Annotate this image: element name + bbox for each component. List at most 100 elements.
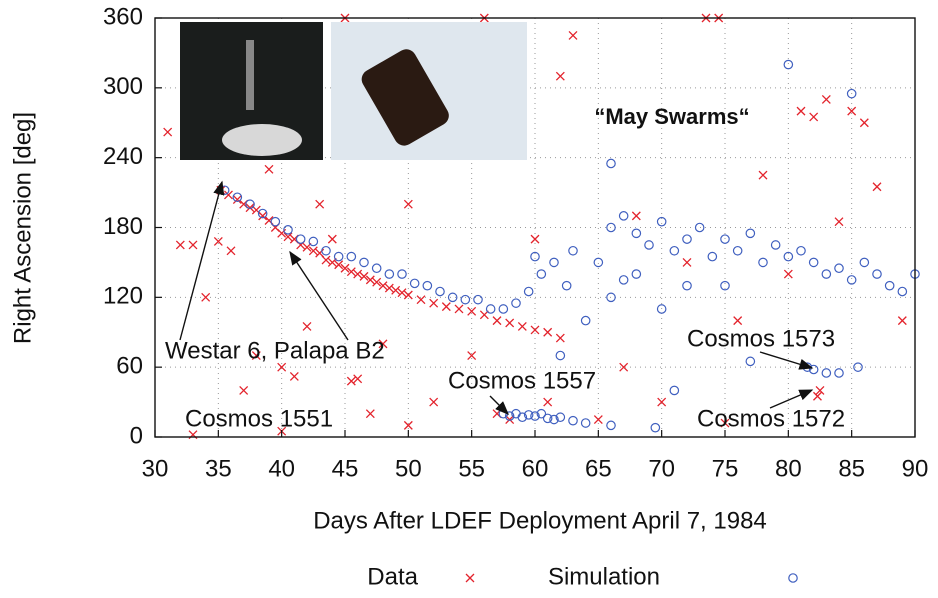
marker-x [327, 234, 337, 244]
x-tick-label: 50 [395, 455, 422, 482]
arrow [289, 250, 349, 341]
annotation: Cosmos 1557 [448, 367, 596, 394]
marker-x [467, 306, 477, 316]
marker-circle [606, 222, 616, 233]
marker-x [239, 385, 249, 395]
marker-circle [511, 298, 521, 308]
marker-x [353, 269, 363, 279]
marker-x [543, 397, 553, 407]
x-tick-label: 60 [522, 455, 549, 482]
marker-circle [422, 280, 433, 291]
marker-x [397, 288, 407, 298]
inset-photos [180, 22, 527, 160]
marker-circle [682, 280, 692, 291]
marker-x [315, 199, 325, 209]
marker-circle [593, 257, 604, 268]
marker-x [163, 127, 173, 137]
marker-circle [568, 415, 578, 426]
marker-x [372, 277, 382, 287]
marker-circle [435, 286, 445, 297]
marker-x [346, 267, 356, 277]
marker-circle [745, 228, 756, 239]
marker-circle [656, 216, 667, 227]
marker-x [847, 106, 857, 116]
x-tick-label: 45 [332, 455, 359, 482]
marker-x [429, 298, 439, 308]
marker-x [555, 333, 565, 343]
marker-circle [530, 251, 540, 262]
marker-x [859, 118, 869, 128]
y-tick-label: 180 [103, 213, 143, 240]
marker-circle [884, 280, 895, 291]
marker-circle [656, 304, 667, 314]
marker-circle [745, 356, 756, 367]
annotation: Cosmos 1573 [687, 325, 835, 352]
marker-circle [606, 420, 616, 431]
x-tick-label: 65 [585, 455, 612, 482]
marker-circle [808, 257, 819, 268]
marker-circle [359, 257, 369, 268]
marker-x [530, 325, 540, 335]
marker-x [593, 415, 603, 425]
marker-circle [409, 278, 420, 289]
x-tick-label: 30 [142, 455, 169, 482]
y-tick-label: 120 [103, 283, 143, 310]
marker-circle [846, 275, 857, 285]
marker-x [384, 283, 394, 293]
arrow [179, 180, 225, 341]
marker-circle [788, 573, 798, 583]
marker-x [631, 211, 641, 221]
marker-circle [561, 280, 572, 291]
marker-circle [555, 412, 566, 423]
marker-x [283, 232, 293, 242]
marker-circle [783, 59, 794, 70]
marker-circle [580, 315, 591, 326]
marker-circle [295, 234, 306, 244]
marker-x [378, 281, 388, 291]
marker-x [365, 275, 375, 285]
x-tick-label: 75 [712, 455, 739, 482]
marker-circle [897, 286, 908, 297]
marker-circle [846, 88, 857, 99]
marker-circle [504, 411, 515, 421]
marker-x [657, 397, 667, 407]
marker-x [308, 246, 318, 256]
marker-x [403, 420, 413, 430]
marker-circle [758, 257, 768, 268]
marker-x [813, 391, 822, 401]
marker-x [251, 351, 261, 360]
marker-circle [853, 362, 863, 372]
marker-circle [606, 158, 616, 169]
marker-circle [270, 216, 281, 227]
marker-circle [618, 211, 629, 221]
legend-label: Simulation [548, 563, 660, 590]
y-tick-label: 300 [103, 73, 143, 100]
marker-x [834, 217, 844, 227]
marker-x [391, 285, 401, 295]
marker-circle [536, 408, 547, 419]
photo-satellite-body [361, 49, 449, 146]
marker-x [346, 376, 356, 386]
marker-circle [517, 412, 528, 423]
photo-shuttle-body [222, 124, 302, 156]
marker-circle [523, 286, 534, 297]
photo-shuttle-boom [246, 40, 254, 110]
marker-x [441, 302, 451, 312]
marker-x [353, 374, 363, 384]
marker-circle [473, 294, 483, 305]
y-tick-label: 240 [103, 143, 143, 170]
marker-x [403, 199, 413, 209]
marker-circle [694, 222, 705, 233]
annotation: Westar 6, Palapa B2 [165, 337, 385, 364]
marker-circle [783, 251, 794, 262]
marker-x [465, 573, 475, 583]
y-tick-label: 360 [103, 3, 143, 30]
marker-circle [834, 263, 844, 274]
marker-x [429, 397, 439, 407]
marker-circle [682, 234, 692, 244]
marker-circle [732, 245, 743, 256]
marker-x [327, 257, 337, 267]
x-tick-label: 85 [838, 455, 865, 482]
marker-circle [707, 251, 718, 262]
